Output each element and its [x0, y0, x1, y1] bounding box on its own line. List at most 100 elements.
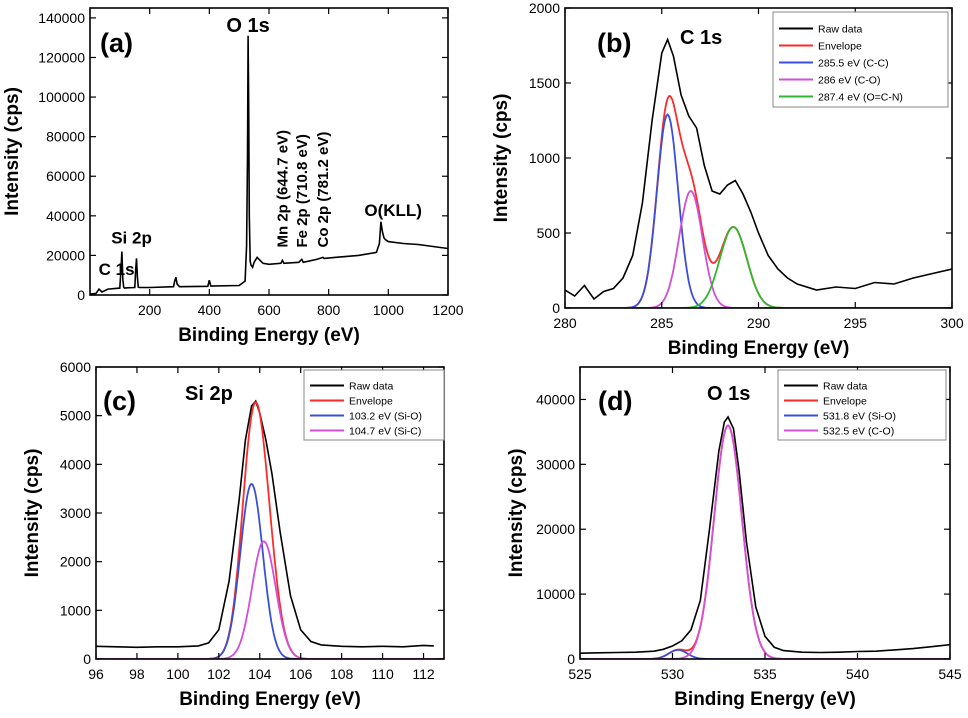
series-line-raw	[580, 415, 950, 654]
legend-entry: 286 eV (C-O)	[818, 75, 880, 87]
y-tick-label: 6000	[60, 359, 91, 375]
legend-entry: 531.8 eV (Si-O)	[823, 411, 896, 423]
y-axis-label: Intensity (cps)	[22, 449, 43, 578]
x-tick-label: 545	[938, 666, 962, 682]
x-tick-label: 98	[129, 666, 145, 682]
y-tick-label: 100000	[38, 89, 85, 105]
peak-annotation: O(KLL)	[364, 201, 422, 220]
legend-entry: Raw data	[818, 24, 863, 36]
legend-box	[777, 369, 947, 441]
panel-letter: (d)	[598, 386, 632, 416]
series-group	[90, 35, 448, 295]
x-tick-label: 108	[330, 666, 354, 682]
x-tick-label: 96	[88, 666, 104, 682]
series-group	[96, 399, 444, 659]
y-tick-label: 20000	[46, 247, 85, 263]
x-tick-label: 1000	[373, 302, 404, 318]
y-tick-label: 2000	[529, 0, 560, 16]
x-axis-label: Binding Energy (eV)	[178, 325, 360, 346]
panel-letter: (c)	[103, 386, 136, 416]
x-axis-label: Binding Energy (eV)	[668, 338, 850, 359]
panel-a-survey-spectrum: 200 400 600 800 1000 1200 0 20000 40000 60000 8000…	[2, 7, 464, 346]
panel-letter: (a)	[100, 28, 133, 58]
y-tick-label: 60000	[46, 168, 85, 184]
y-tick-label: 140000	[38, 10, 85, 26]
y-tick-label: 0	[552, 300, 560, 316]
y-tick-label: 1000	[529, 150, 560, 166]
y-tick-label: 0	[567, 651, 575, 667]
x-tick-label: 530	[661, 666, 685, 682]
peak-title: O 1s	[707, 383, 750, 405]
x-tick-label: 400	[198, 302, 222, 318]
series-line-green	[565, 226, 952, 308]
peak-annotation: C 1s	[99, 260, 135, 279]
x-tick-label: 110	[371, 666, 394, 682]
y-tick-label: 1500	[529, 75, 560, 91]
x-tick-label: 285	[650, 315, 674, 331]
legend-box	[303, 369, 445, 441]
series-line-magenta	[96, 540, 444, 659]
x-tick-label: 100	[166, 666, 190, 682]
series-line-envelope	[96, 401, 444, 659]
x-tick-label: 525	[568, 666, 592, 682]
x-axis-label: Binding Energy (eV)	[179, 689, 361, 710]
legend-entry: Envelope	[818, 41, 862, 53]
x-tick-label: 104	[248, 666, 272, 682]
y-tick-label: 30000	[536, 456, 575, 472]
y-axis-label: Intensity (cps)	[506, 449, 527, 578]
x-axis-label: Binding Energy (eV)	[674, 689, 856, 710]
legend-entry: 104.7 eV (Si-C)	[349, 426, 421, 438]
series-line-magenta	[580, 424, 950, 659]
series-line-raw	[565, 37, 952, 301]
legend: Raw data Envelope 531.8 eV (Si-O) 532.5 eV …	[777, 369, 947, 441]
x-tick-label: 290	[747, 315, 771, 331]
legend-entry: Raw data	[349, 381, 394, 393]
x-tick-label: 300	[940, 315, 964, 331]
y-tick-label: 2000	[60, 554, 91, 570]
series-line-blue	[96, 482, 444, 659]
series-line-raw	[90, 35, 448, 295]
y-axis-label: Intensity (cps)	[2, 87, 23, 216]
x-tick-label: 540	[846, 666, 870, 682]
y-tick-label: 20000	[536, 521, 575, 537]
x-tick-label: 102	[207, 666, 231, 682]
legend-entry: 285.5 eV (C-C)	[818, 58, 889, 70]
legend-entry: Raw data	[823, 381, 868, 393]
panel-b-c1s-spectrum: 280 285 290 295 300 0 500 1000 1500 2000 Binding E…	[491, 0, 964, 359]
series-group	[580, 415, 950, 659]
x-tick-label: 280	[553, 315, 577, 331]
x-tick-label: 600	[257, 302, 281, 318]
peak-annotation: Si 2p	[111, 228, 152, 247]
y-tick-label: 4000	[60, 456, 91, 472]
legend-entry: 103.2 eV (Si-O)	[349, 411, 422, 423]
legend: Raw data Envelope 103.2 eV (Si-O) 104.7 eV …	[303, 369, 445, 441]
peak-annotation: Mn 2p (644.7 eV)	[274, 130, 291, 248]
y-tick-label: 0	[83, 651, 91, 667]
panel-d-o1s-spectrum: 525 530 535 540 545 0 10000 20000 30000 40000 Bind…	[506, 366, 962, 710]
x-tick-label: 535	[753, 666, 777, 682]
panel-c-si2p-spectrum: 96 98 100 102 104 106 108 110 112 0 1000 2000 3000 40…	[22, 359, 445, 710]
y-tick-label: 0	[77, 287, 85, 303]
peak-title: Si 2p	[185, 383, 233, 405]
y-tick-label: 10000	[536, 586, 575, 602]
y-tick-label: 120000	[38, 49, 85, 65]
legend-entry: Envelope	[823, 396, 867, 408]
y-tick-label: 500	[537, 225, 561, 241]
panel-letter: (b)	[597, 28, 631, 58]
peak-annotation: O 1s	[226, 15, 269, 37]
x-tick-label: 800	[317, 302, 341, 318]
y-axis-label: Intensity (cps)	[491, 94, 512, 223]
legend-entry: 287.4 eV (O=C-N)	[818, 92, 903, 104]
x-tick-label: 200	[138, 302, 162, 318]
x-tick-label: 112	[412, 666, 435, 682]
x-tick-label: 1200	[432, 302, 463, 318]
legend-entry: Envelope	[349, 396, 393, 408]
series-line-magenta	[565, 190, 952, 308]
plot-frame	[89, 7, 449, 296]
y-tick-label: 3000	[60, 505, 91, 521]
x-tick-label: 295	[844, 315, 868, 331]
x-tick-label: 106	[289, 666, 313, 682]
y-tick-label: 40000	[46, 208, 85, 224]
peak-title: C 1s	[680, 27, 722, 49]
